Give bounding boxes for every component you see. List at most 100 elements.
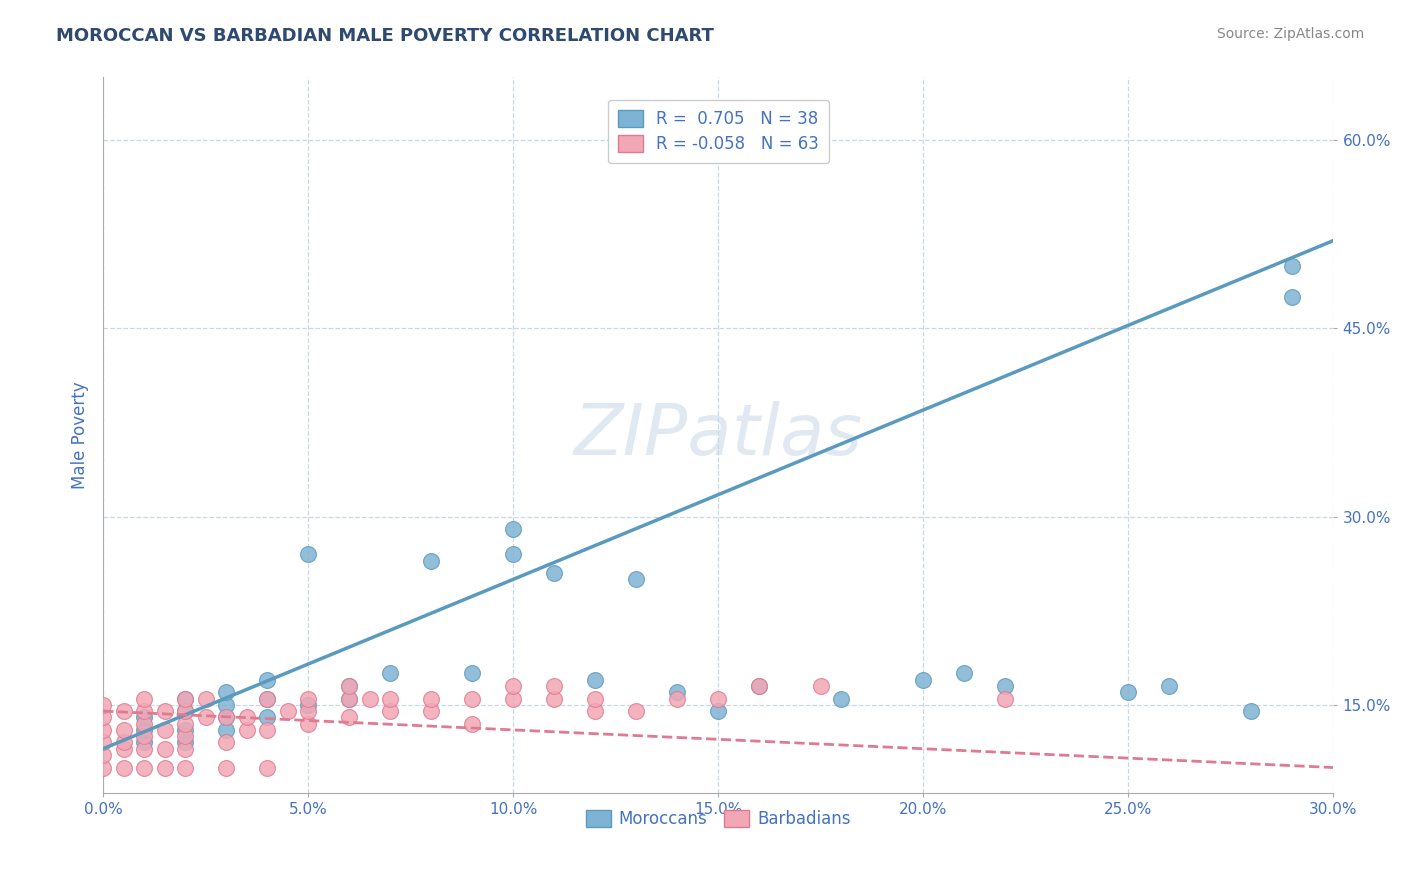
Point [134,729,156,743]
Point [174,723,197,737]
Point [215,760,238,774]
Point [461,716,484,731]
Text: MOROCCAN VS BARBADIAN MALE POVERTY CORRELATION CHART: MOROCCAN VS BARBADIAN MALE POVERTY CORRE… [56,27,714,45]
Point [91,760,114,774]
Point [256,691,278,706]
Point [112,704,135,718]
Point [1118,685,1140,699]
Point [174,729,197,743]
Point [912,673,935,687]
Point [359,691,381,706]
Point [626,704,648,718]
Point [420,691,443,706]
Point [297,691,319,706]
Point [134,723,156,737]
Point [297,716,319,731]
Point [380,691,402,706]
Point [134,741,156,756]
Point [277,704,299,718]
Legend: Moroccans, Barbadians: Moroccans, Barbadians [579,803,858,834]
Point [91,723,114,737]
Point [256,691,278,706]
Text: Source: ZipAtlas.com: Source: ZipAtlas.com [1216,27,1364,41]
Point [337,691,360,706]
Point [1281,259,1303,273]
Point [174,691,197,706]
Point [134,716,156,731]
Point [174,704,197,718]
Point [420,553,443,567]
Point [153,723,176,737]
Point [748,679,770,693]
Point [543,566,565,580]
Point [337,679,360,693]
Point [215,723,238,737]
Point [194,691,217,706]
Point [502,691,524,706]
Point [134,735,156,749]
Point [256,760,278,774]
Point [337,710,360,724]
Point [420,704,443,718]
Point [461,691,484,706]
Point [707,691,730,706]
Point [91,747,114,762]
Point [112,735,135,749]
Point [666,691,689,706]
Point [583,704,606,718]
Point [461,666,484,681]
Point [134,710,156,724]
Point [1281,290,1303,304]
Point [543,679,565,693]
Point [153,741,176,756]
Point [91,710,114,724]
Point [174,735,197,749]
Point [134,691,156,706]
Point [256,673,278,687]
Point [174,716,197,731]
Point [297,698,319,712]
Point [1159,679,1181,693]
Point [235,723,257,737]
Point [134,704,156,718]
Point [215,698,238,712]
Point [235,710,257,724]
Point [153,760,176,774]
Point [337,679,360,693]
Point [91,735,114,749]
Point [583,673,606,687]
Point [134,760,156,774]
Point [543,691,565,706]
Point [380,704,402,718]
Point [256,723,278,737]
Point [91,698,114,712]
Point [707,704,730,718]
Point [1240,704,1263,718]
Point [153,704,176,718]
Point [337,691,360,706]
Point [112,760,135,774]
Point [174,760,197,774]
Point [380,666,402,681]
Point [748,679,770,693]
Text: ZIPatlas: ZIPatlas [574,401,863,469]
Point [174,741,197,756]
Point [830,691,852,706]
Point [297,547,319,561]
Y-axis label: Male Poverty: Male Poverty [72,381,89,489]
Point [666,685,689,699]
Point [297,704,319,718]
Point [626,572,648,586]
Point [810,679,832,693]
Point [215,710,238,724]
Point [112,723,135,737]
Point [174,691,197,706]
Point [583,691,606,706]
Point [502,679,524,693]
Point [994,679,1017,693]
Point [215,735,238,749]
Point [502,522,524,536]
Point [994,691,1017,706]
Point [953,666,976,681]
Point [502,547,524,561]
